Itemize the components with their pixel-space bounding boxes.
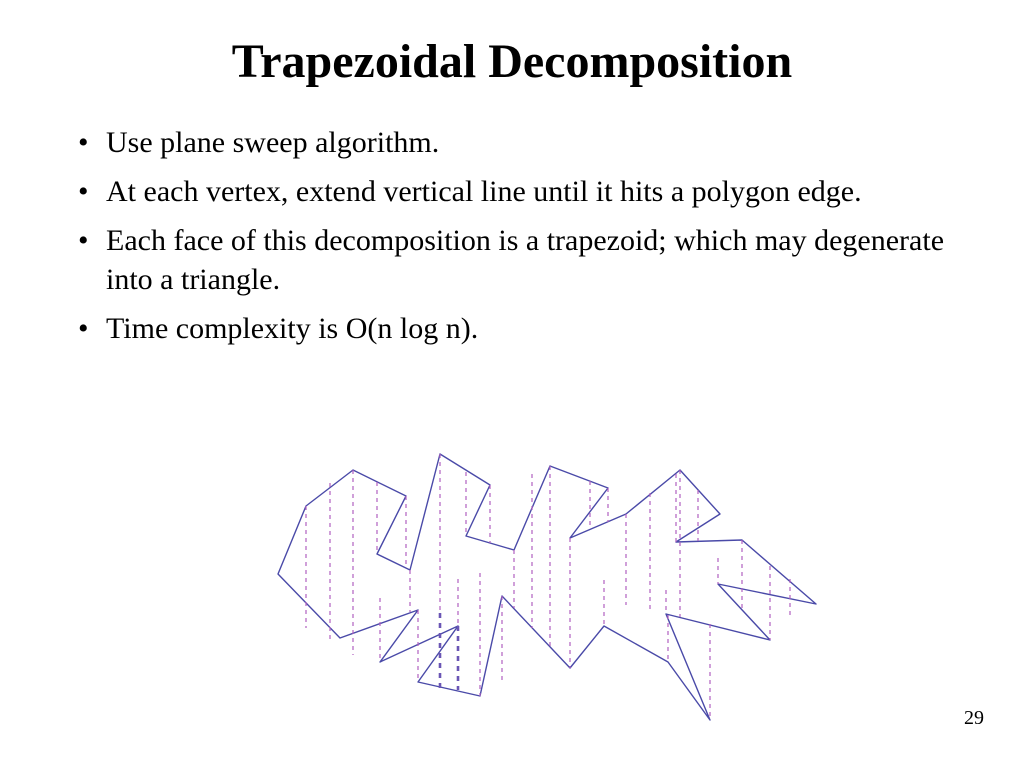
bullet-list: Use plane sweep algorithm. At each verte…	[60, 123, 964, 348]
bullet-item: At each vertex, extend vertical line unt…	[78, 172, 964, 211]
page-number: 29	[964, 707, 984, 730]
bullet-item: Each face of this decomposition is a tra…	[78, 221, 964, 299]
slide-title: Trapezoidal Decomposition	[60, 34, 964, 89]
slide: Trapezoidal Decomposition Use plane swee…	[0, 0, 1024, 768]
decomposition-figure	[270, 450, 830, 740]
bullet-item: Use plane sweep algorithm.	[78, 123, 964, 162]
polygon-svg	[270, 450, 830, 740]
bullet-item: Time complexity is O(n log n).	[78, 309, 964, 348]
